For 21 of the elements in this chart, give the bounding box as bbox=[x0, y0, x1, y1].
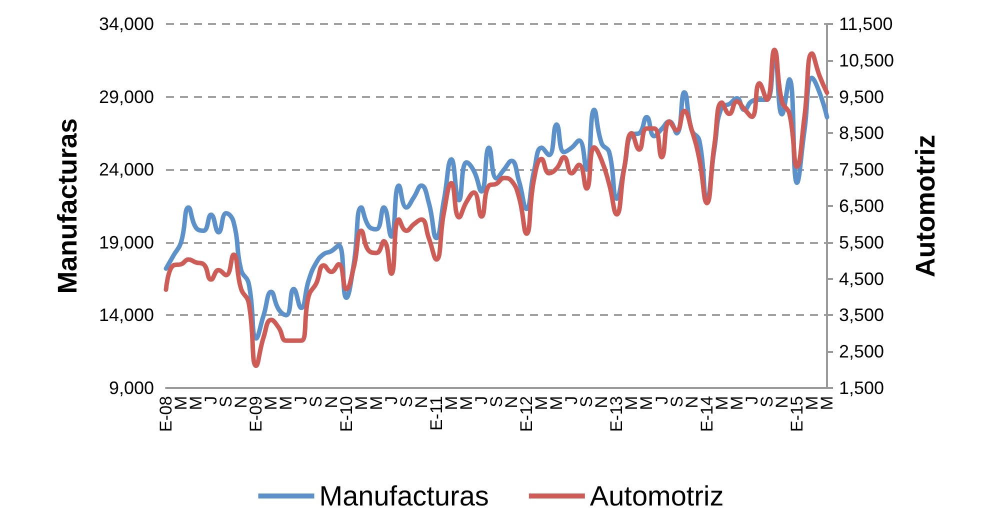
legend-label: Manufacturas bbox=[319, 480, 489, 512]
y2-axis-title: Automotriz bbox=[910, 134, 940, 278]
y2-tick-label: 8,500 bbox=[839, 123, 884, 144]
y2-tick-label: 5,500 bbox=[839, 232, 884, 252]
y2-tick-label: 10,500 bbox=[839, 50, 894, 70]
y2-tick-label: 9,500 bbox=[839, 86, 884, 107]
y2-tick-label: 1,500 bbox=[839, 378, 884, 398]
y-tick-label: 24,000 bbox=[98, 160, 154, 180]
y-tick-label: 9,000 bbox=[108, 378, 154, 398]
y2-tick-label: 7,500 bbox=[839, 160, 884, 180]
legend-label: Automotriz bbox=[590, 480, 724, 512]
y2-tick-label: 2,500 bbox=[839, 342, 884, 362]
y2-tick-label: 6,500 bbox=[839, 196, 884, 216]
y-axis-title: Manufacturas bbox=[52, 118, 82, 294]
y2-tick-label: 3,500 bbox=[839, 305, 884, 326]
y2-tick-label: 11,500 bbox=[839, 14, 893, 34]
y-tick-label: 19,000 bbox=[98, 232, 154, 252]
y-tick-label: 34,000 bbox=[98, 14, 154, 34]
y-tick-label: 29,000 bbox=[98, 86, 154, 107]
y-tick-label: 14,000 bbox=[98, 305, 154, 326]
y2-tick-label: 4,500 bbox=[839, 268, 884, 289]
